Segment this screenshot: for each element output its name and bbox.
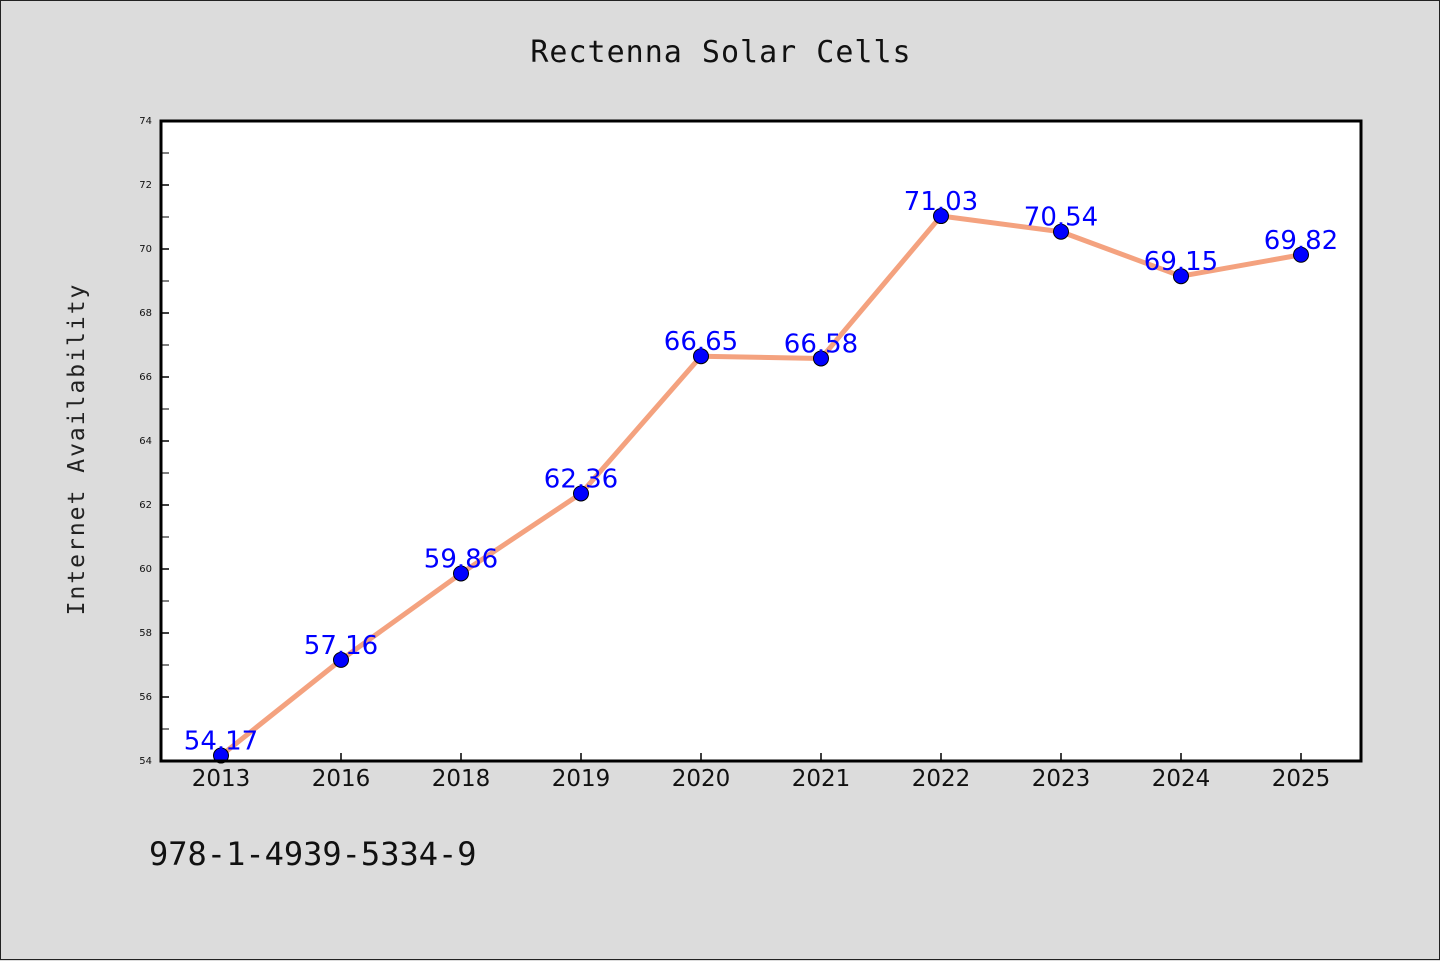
y-tick-label: 56 xyxy=(139,692,152,703)
x-tick-label: 2016 xyxy=(312,766,371,792)
x-axis: 2013 2016 2018 2019 2020 2021 2022 2023 2024 2025 xyxy=(192,753,1331,792)
y-tick-label: 58 xyxy=(139,628,152,639)
y-tick-label: 54 xyxy=(139,756,152,767)
data-label: 62.36 xyxy=(544,464,618,494)
x-tick-label: 2024 xyxy=(1152,766,1211,792)
data-marker xyxy=(213,747,229,764)
data-labels: 54.17 57.16 59.86 62.36 66.65 66.58 71.03 70.54… xyxy=(184,187,1338,757)
data-marker xyxy=(1293,246,1309,263)
x-tick-label: 2022 xyxy=(912,766,971,792)
data-marker xyxy=(693,348,709,365)
data-markers xyxy=(213,208,1309,764)
x-tick-label: 2020 xyxy=(672,766,731,792)
data-marker xyxy=(1173,268,1189,285)
y-tick-label: 70 xyxy=(139,244,152,255)
y-tick-label: 62 xyxy=(139,500,152,511)
data-label: 66.58 xyxy=(784,329,858,359)
data-marker xyxy=(933,208,949,225)
data-marker xyxy=(333,651,349,668)
x-tick-label: 2021 xyxy=(792,766,851,792)
y-axis: 54 56 58 60 62 64 66 68 70 72 74 xyxy=(139,116,169,767)
data-label: 59.86 xyxy=(424,544,498,574)
x-tick-label: 2025 xyxy=(1272,766,1331,792)
y-tick-label: 68 xyxy=(139,308,152,319)
data-label: 66.65 xyxy=(664,327,738,357)
y-tick-label: 66 xyxy=(139,372,152,383)
data-label: 69.15 xyxy=(1144,247,1218,277)
plot-border xyxy=(159,119,1363,763)
data-marker xyxy=(573,485,589,502)
data-marker xyxy=(813,350,829,367)
x-tick-label: 2013 xyxy=(192,766,251,792)
x-tick-label: 2018 xyxy=(432,766,491,792)
x-tick-label: 2023 xyxy=(1032,766,1091,792)
y-tick-label: 74 xyxy=(139,116,152,127)
data-label: 57.16 xyxy=(304,631,378,661)
y-tick-label: 64 xyxy=(139,436,152,447)
x-tick-label: 2019 xyxy=(552,766,611,792)
plot-area xyxy=(161,121,1361,761)
footer-code: 978-1-4939-5334-9 xyxy=(149,835,477,873)
chart-title: Rectenna Solar Cells xyxy=(530,35,912,70)
series-line xyxy=(218,213,1304,759)
data-label: 54.17 xyxy=(184,727,258,757)
data-marker xyxy=(453,565,469,582)
y-tick-label: 60 xyxy=(139,564,152,575)
data-label: 69.82 xyxy=(1264,226,1338,256)
data-marker xyxy=(1053,223,1069,240)
data-label: 70.54 xyxy=(1024,203,1098,233)
y-tick-label: 72 xyxy=(139,180,152,191)
data-label: 71.03 xyxy=(904,187,978,217)
